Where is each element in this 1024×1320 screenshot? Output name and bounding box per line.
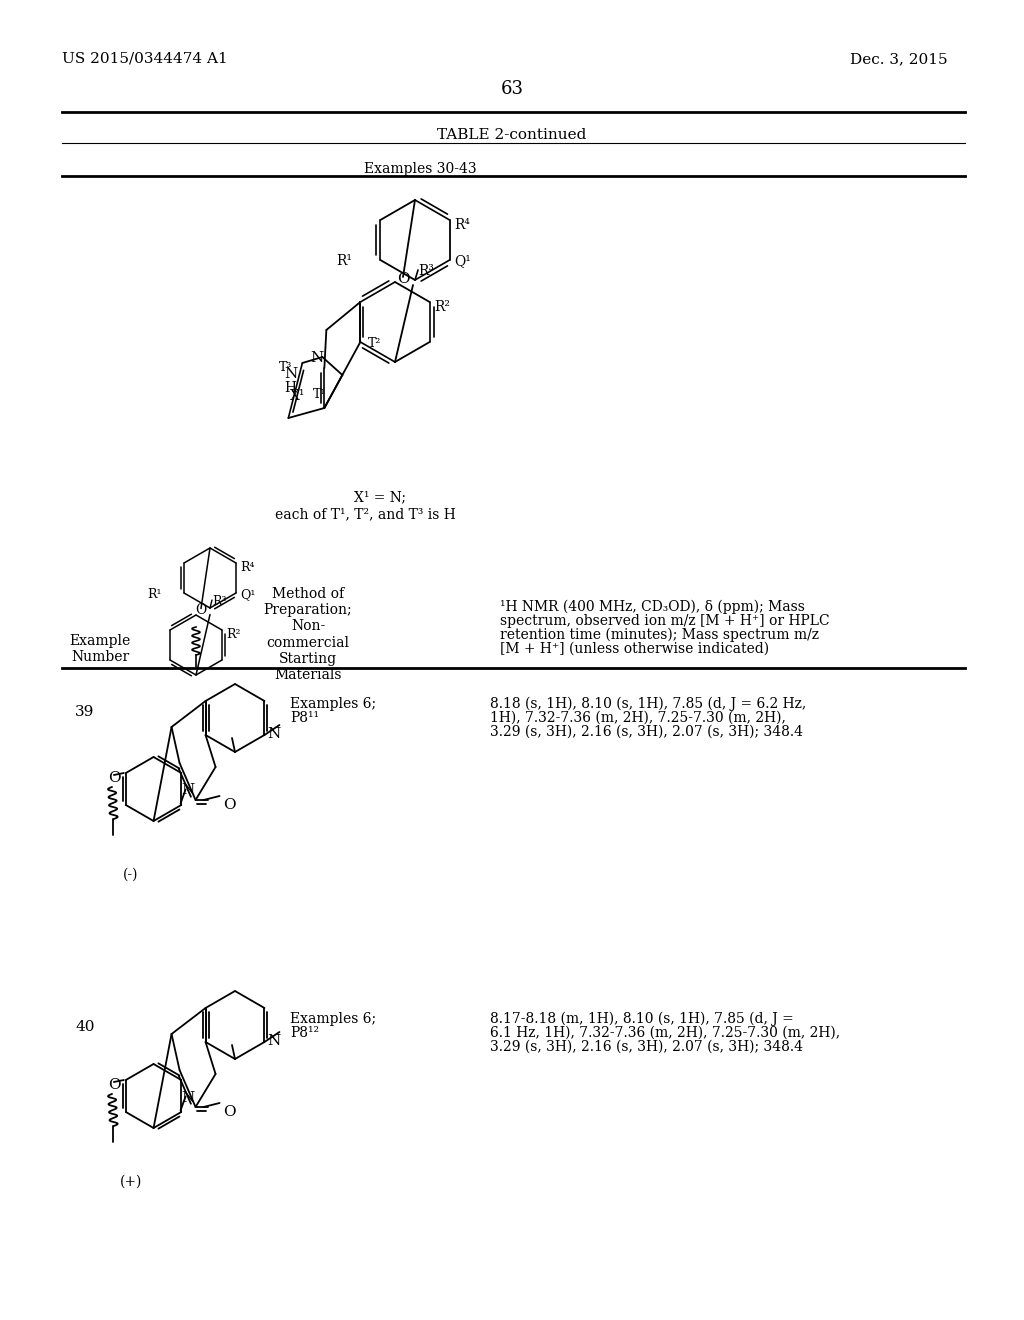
- Text: N: N: [285, 367, 298, 381]
- Text: X¹ = N;: X¹ = N;: [354, 490, 406, 504]
- Text: retention time (minutes); Mass spectrum m/z: retention time (minutes); Mass spectrum …: [500, 628, 819, 643]
- Text: Q¹: Q¹: [455, 253, 471, 268]
- Text: P8¹²: P8¹²: [290, 1026, 319, 1040]
- Text: 8.18 (s, 1H), 8.10 (s, 1H), 7.85 (d, J = 6.2 Hz,: 8.18 (s, 1H), 8.10 (s, 1H), 7.85 (d, J =…: [490, 697, 806, 711]
- Text: [M + H⁺] (unless otherwise indicated): [M + H⁺] (unless otherwise indicated): [500, 642, 769, 656]
- Text: 63: 63: [501, 81, 523, 98]
- Text: R²: R²: [226, 628, 241, 642]
- Text: R²: R²: [434, 300, 451, 314]
- Text: P8¹¹: P8¹¹: [290, 711, 319, 725]
- Text: N: N: [310, 351, 324, 366]
- Text: Method of
Preparation;
Non-
commercial
Starting
Materials: Method of Preparation; Non- commercial S…: [264, 587, 352, 682]
- Text: R¹: R¹: [337, 253, 352, 268]
- Text: R³: R³: [418, 264, 434, 279]
- Text: T¹: T¹: [312, 388, 326, 401]
- Text: Example
Number: Example Number: [70, 634, 131, 664]
- Text: 40: 40: [75, 1020, 94, 1034]
- Text: O: O: [108, 1078, 121, 1092]
- Text: 3.29 (s, 3H), 2.16 (s, 3H), 2.07 (s, 3H); 348.4: 3.29 (s, 3H), 2.16 (s, 3H), 2.07 (s, 3H)…: [490, 725, 803, 739]
- Text: H: H: [285, 381, 296, 395]
- Text: X¹: X¹: [290, 389, 305, 404]
- Text: 8.17-8.18 (m, 1H), 8.10 (s, 1H), 7.85 (d, J =: 8.17-8.18 (m, 1H), 8.10 (s, 1H), 7.85 (d…: [490, 1012, 794, 1027]
- Text: Q¹: Q¹: [240, 587, 255, 601]
- Text: T²: T²: [369, 337, 382, 350]
- Text: O: O: [223, 799, 237, 812]
- Text: 1H), 7.32-7.36 (m, 2H), 7.25-7.30 (m, 2H),: 1H), 7.32-7.36 (m, 2H), 7.25-7.30 (m, 2H…: [490, 711, 785, 725]
- Text: 3.29 (s, 3H), 2.16 (s, 3H), 2.07 (s, 3H); 348.4: 3.29 (s, 3H), 2.16 (s, 3H), 2.07 (s, 3H)…: [490, 1040, 803, 1053]
- Text: 6.1 Hz, 1H), 7.32-7.36 (m, 2H), 7.25-7.30 (m, 2H),: 6.1 Hz, 1H), 7.32-7.36 (m, 2H), 7.25-7.3…: [490, 1026, 840, 1040]
- Text: US 2015/0344474 A1: US 2015/0344474 A1: [62, 51, 227, 66]
- Text: 39: 39: [75, 705, 94, 719]
- Text: O: O: [223, 1105, 237, 1119]
- Text: N: N: [181, 1090, 195, 1105]
- Text: N: N: [267, 1034, 281, 1048]
- Text: O: O: [196, 602, 207, 616]
- Text: R⁴: R⁴: [240, 561, 255, 574]
- Text: Dec. 3, 2015: Dec. 3, 2015: [850, 51, 947, 66]
- Text: (-): (-): [123, 869, 138, 882]
- Text: R⁴: R⁴: [455, 218, 470, 232]
- Text: spectrum, observed ion m/z [M + H⁺] or HPLC: spectrum, observed ion m/z [M + H⁺] or H…: [500, 614, 829, 628]
- Text: Examples 6;: Examples 6;: [290, 697, 376, 711]
- Text: N: N: [267, 727, 281, 741]
- Text: ¹H NMR (400 MHz, CD₃OD), δ (ppm); Mass: ¹H NMR (400 MHz, CD₃OD), δ (ppm); Mass: [500, 601, 805, 614]
- Text: Examples 6;: Examples 6;: [290, 1012, 376, 1026]
- Text: R³: R³: [212, 595, 226, 609]
- Text: TABLE 2-continued: TABLE 2-continued: [437, 128, 587, 143]
- Text: R¹: R¹: [147, 587, 162, 601]
- Text: N: N: [181, 784, 195, 797]
- Text: O: O: [108, 771, 121, 785]
- Text: each of T¹, T², and T³ is H: each of T¹, T², and T³ is H: [274, 507, 456, 521]
- Text: O: O: [396, 272, 410, 286]
- Text: (+): (+): [120, 1175, 142, 1189]
- Text: T³: T³: [279, 360, 293, 374]
- Text: Examples 30-43: Examples 30-43: [364, 162, 476, 176]
